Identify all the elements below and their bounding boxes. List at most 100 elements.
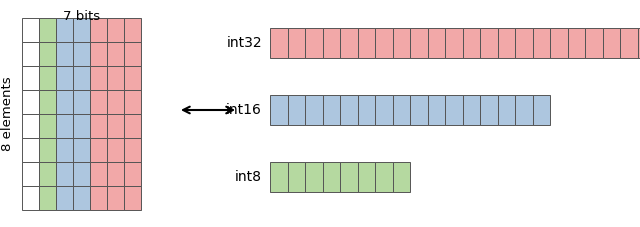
Bar [270,28,287,58]
Bar [480,95,497,125]
Bar [515,28,532,58]
Bar [39,66,56,90]
Bar [463,95,480,125]
Text: int32: int32 [227,36,262,50]
Bar [90,162,107,186]
Bar [124,162,141,186]
Bar [340,28,358,58]
Bar [375,28,392,58]
Bar [445,95,463,125]
Bar [124,66,141,90]
Text: 7 bits: 7 bits [63,10,100,23]
Bar [90,114,107,138]
Bar [375,95,392,125]
Bar [305,95,323,125]
Bar [56,162,73,186]
Bar [107,138,124,162]
Bar [392,28,410,58]
Bar [410,28,428,58]
Bar [124,42,141,66]
Bar [515,95,532,125]
Bar [532,95,550,125]
Bar [56,18,73,42]
Bar [39,18,56,42]
Bar [445,28,463,58]
Bar [497,95,515,125]
Bar [287,28,305,58]
Bar [73,138,90,162]
Text: 8 elements: 8 elements [1,77,15,151]
Bar [90,66,107,90]
Bar [73,66,90,90]
Bar [392,95,410,125]
Bar [568,28,585,58]
Bar [90,18,107,42]
Bar [90,90,107,114]
Bar [585,28,602,58]
Bar [602,28,620,58]
Bar [73,162,90,186]
Bar [480,28,497,58]
Bar [428,28,445,58]
Bar [287,95,305,125]
Bar [428,95,445,125]
Bar [22,90,39,114]
Bar [56,114,73,138]
Bar [56,138,73,162]
Bar [56,186,73,210]
Bar [73,186,90,210]
Bar [124,90,141,114]
Bar [39,42,56,66]
Bar [39,114,56,138]
Bar [56,90,73,114]
Bar [305,162,323,192]
Bar [637,28,640,58]
Bar [73,18,90,42]
Bar [107,18,124,42]
Bar [305,28,323,58]
Bar [124,186,141,210]
Bar [39,162,56,186]
Bar [56,66,73,90]
Bar [107,90,124,114]
Bar [22,138,39,162]
Bar [287,162,305,192]
Bar [340,95,358,125]
Bar [39,186,56,210]
Bar [463,28,480,58]
Bar [107,162,124,186]
Bar [39,138,56,162]
Bar [107,42,124,66]
Bar [22,42,39,66]
Bar [375,162,392,192]
Bar [497,28,515,58]
Bar [323,162,340,192]
Bar [358,28,375,58]
Bar [270,95,287,125]
Bar [22,18,39,42]
Bar [90,42,107,66]
Bar [22,114,39,138]
Bar [22,186,39,210]
Bar [124,18,141,42]
Bar [392,162,410,192]
Text: int16: int16 [226,103,262,117]
Bar [107,66,124,90]
Bar [410,95,428,125]
Bar [358,95,375,125]
Bar [620,28,637,58]
Bar [90,138,107,162]
Bar [56,42,73,66]
Bar [323,95,340,125]
Bar [39,90,56,114]
Bar [73,42,90,66]
Bar [323,28,340,58]
Bar [340,162,358,192]
Bar [358,162,375,192]
Bar [73,114,90,138]
Bar [22,162,39,186]
Bar [124,138,141,162]
Bar [107,186,124,210]
Bar [532,28,550,58]
Bar [22,66,39,90]
